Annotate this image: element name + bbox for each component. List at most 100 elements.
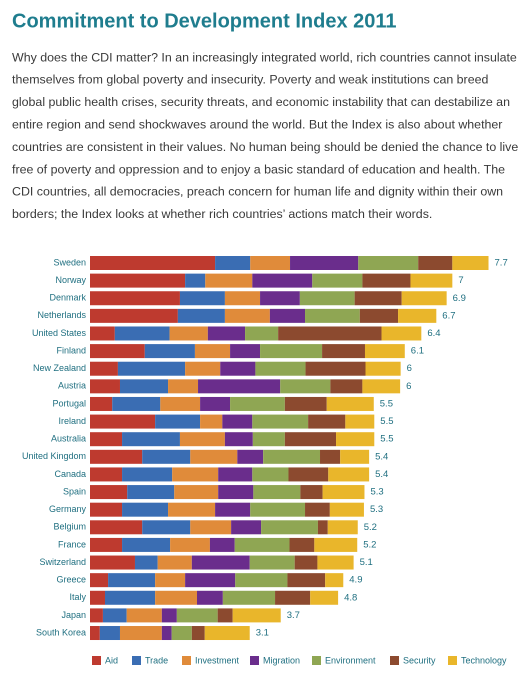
bar-segment <box>224 291 261 306</box>
bar-segment <box>317 520 328 535</box>
bar-segment <box>312 273 363 288</box>
bar-segment <box>191 626 205 641</box>
total-label: 6 <box>406 381 411 392</box>
bar-segment <box>322 344 365 359</box>
category-label: United States <box>32 328 87 338</box>
total-label: 5.4 <box>375 451 388 462</box>
bar-segment <box>215 256 251 270</box>
bar-segment <box>176 608 218 623</box>
total-label: 6.4 <box>427 328 440 339</box>
bar-segment <box>308 414 346 429</box>
category-label: South Korea <box>36 627 86 637</box>
legend-label: Technology <box>461 655 507 665</box>
bar-segment <box>218 485 254 500</box>
bar-segment <box>310 590 339 605</box>
category-label: Norway <box>55 275 86 285</box>
legend-label: Migration <box>263 655 300 665</box>
bar-segment <box>305 502 330 517</box>
bar-segment <box>260 291 300 306</box>
category-label: Germany <box>49 504 87 514</box>
bar-segment <box>108 573 156 588</box>
legend-swatch <box>250 656 259 665</box>
description-line: Why does the CDI matter? In an increasin… <box>12 50 517 64</box>
bar-segment <box>90 396 113 411</box>
bar-segment <box>122 432 180 447</box>
bar-segment <box>90 273 186 288</box>
bar-segment <box>329 502 364 517</box>
total-label: 6.7 <box>442 310 455 321</box>
bar-segment <box>126 608 162 623</box>
bar-segment <box>90 291 180 306</box>
bar-segment <box>222 414 253 429</box>
description-line: CDI countries, all democracies, preach c… <box>12 185 503 199</box>
bar-segment <box>185 361 221 376</box>
bar-segment <box>90 432 123 447</box>
total-label: 6.1 <box>411 346 424 357</box>
category-label: Sweden <box>53 257 86 267</box>
category-label: Denmark <box>49 293 86 303</box>
bar-segment <box>127 485 175 500</box>
bar-segment <box>90 626 100 641</box>
bar-segment <box>452 256 489 270</box>
bar-segment <box>314 537 358 552</box>
bar-segment <box>320 449 341 464</box>
bar-segment <box>288 467 329 482</box>
bar-segment <box>122 467 173 482</box>
bar-segment <box>185 573 236 588</box>
total-label: 4.8 <box>344 592 357 603</box>
category-label: Finland <box>56 345 86 355</box>
bar-segment <box>117 361 186 376</box>
bar-segment <box>365 361 401 376</box>
description-line: countries are consistent in their values… <box>12 140 518 154</box>
bar-segment <box>401 291 447 306</box>
total-label: 6.9 <box>453 293 466 304</box>
bar-segment <box>112 396 161 411</box>
bar-segment <box>174 485 219 500</box>
bar-segment <box>209 537 235 552</box>
bar-segment <box>317 555 354 570</box>
bar-segment <box>99 626 120 641</box>
bar-segment <box>104 590 156 605</box>
category-label: Japan <box>61 610 86 620</box>
bar-segment <box>328 467 370 482</box>
description-line: entire region and send shockwaves around… <box>12 117 502 131</box>
bar-segment <box>90 344 145 359</box>
bar-segment <box>263 449 321 464</box>
bar-segment <box>90 308 178 323</box>
legend-label: Aid <box>105 655 118 665</box>
bar-segment <box>90 520 143 535</box>
bar-segment <box>170 537 210 552</box>
bar-segment <box>359 308 399 323</box>
bar-segment <box>284 432 337 447</box>
bar-segment <box>300 485 323 500</box>
bar-segment <box>196 590 223 605</box>
total-label: 5.3 <box>370 504 383 515</box>
bar-segment <box>252 467 289 482</box>
bar-segment <box>179 291 225 306</box>
bar-segment <box>275 590 311 605</box>
bar-segment <box>336 432 375 447</box>
bar-segment <box>261 520 318 535</box>
bar-segment <box>224 308 270 323</box>
bar-segment <box>185 273 206 288</box>
bar-segment <box>230 396 285 411</box>
category-label: Portugal <box>52 398 86 408</box>
bar-segment <box>144 344 195 359</box>
bar-segment <box>260 344 323 359</box>
bar-segment <box>90 485 128 500</box>
bar-segment <box>252 273 313 288</box>
total-label: 5.3 <box>370 487 383 498</box>
bar-segment <box>119 626 162 641</box>
bar-segment <box>90 573 109 588</box>
bar-segment <box>220 361 256 376</box>
category-label: Australia <box>51 434 86 444</box>
total-label: 7.7 <box>495 258 508 269</box>
bar-segment <box>269 308 306 323</box>
bar-segment <box>142 449 191 464</box>
category-label: Netherlands <box>37 310 86 320</box>
bar-segment <box>161 626 172 641</box>
bar-segment <box>340 449 370 464</box>
bar-segment <box>190 449 238 464</box>
bar-segment <box>231 520 262 535</box>
category-label: Italy <box>69 592 86 602</box>
